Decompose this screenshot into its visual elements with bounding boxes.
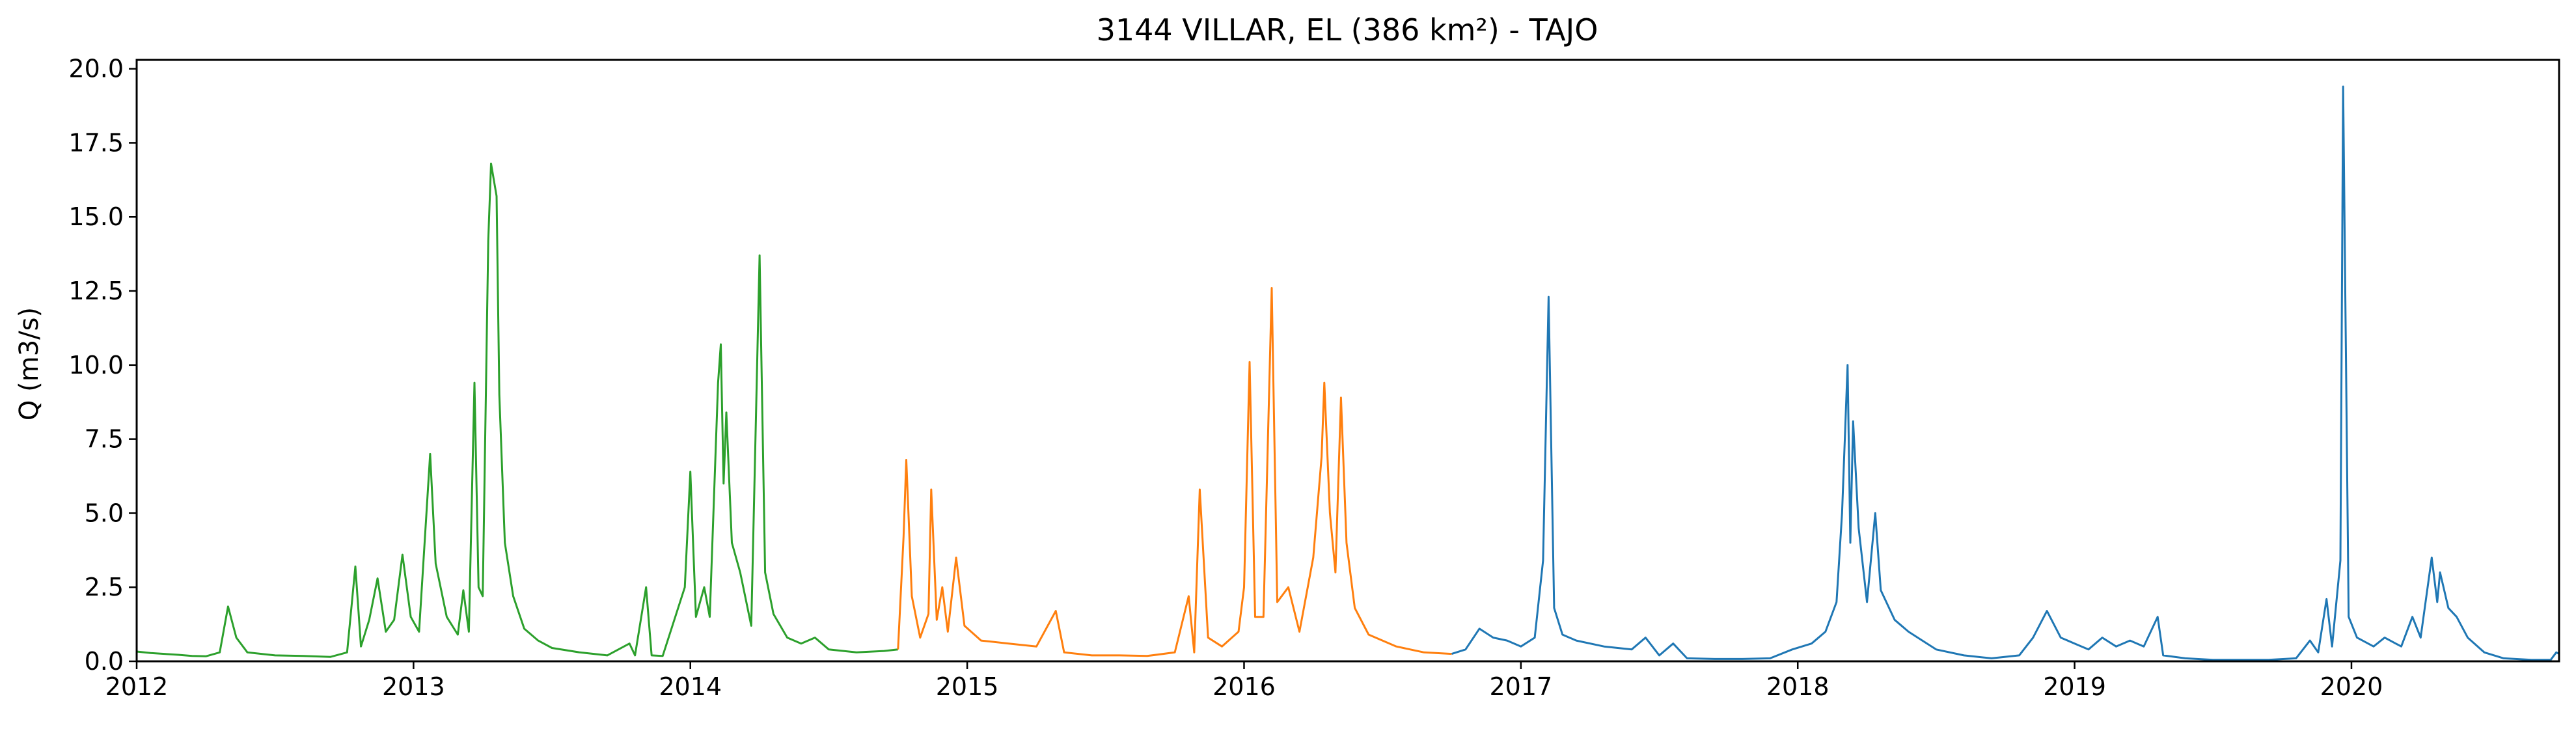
y-tick-label: 2.5 bbox=[85, 573, 124, 601]
series-line-1 bbox=[136, 162, 898, 658]
x-tick-label: 2016 bbox=[1213, 672, 1276, 701]
axes-layer: 2012 2013 2014 2015 2016 2017 2018 2019 2020 0.0 2… bbox=[68, 55, 2383, 701]
chart-title: 3144 VILLAR, EL (386 km²) - TAJO bbox=[1097, 12, 1598, 48]
x-tick-label: 2015 bbox=[936, 672, 999, 701]
y-tick-label: 0.0 bbox=[85, 647, 124, 676]
x-tick-label: 2012 bbox=[105, 672, 169, 701]
plot-frame bbox=[135, 59, 2560, 663]
x-tick-label: 2014 bbox=[659, 672, 722, 701]
series-layer bbox=[136, 85, 2560, 661]
x-tick-label: 2013 bbox=[382, 672, 445, 701]
y-axis-label: Q (m3/s) bbox=[14, 307, 44, 420]
y-tick-label: 7.5 bbox=[85, 425, 124, 454]
x-tick-label: 2017 bbox=[1489, 672, 1552, 701]
y-tick-label: 17.5 bbox=[68, 128, 124, 157]
y-tick-label: 15.0 bbox=[68, 202, 124, 231]
y-tick-label: 12.5 bbox=[68, 277, 124, 305]
x-tick-label: 2019 bbox=[2043, 672, 2106, 701]
series-line-3 bbox=[1451, 85, 2560, 661]
y-tick-label: 5.0 bbox=[85, 499, 124, 527]
x-tick-label: 2018 bbox=[1766, 672, 1829, 701]
x-tick-label: 2020 bbox=[2320, 672, 2383, 701]
y-tick-label: 10.0 bbox=[68, 351, 124, 379]
series-line-2 bbox=[897, 287, 1452, 657]
y-tick-label: 20.0 bbox=[68, 55, 124, 83]
